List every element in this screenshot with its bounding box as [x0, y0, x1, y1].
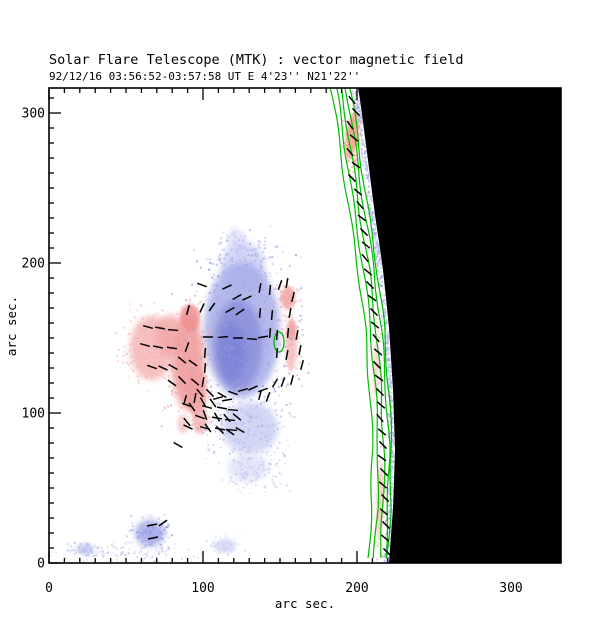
svg-text:300: 300 [22, 107, 45, 122]
svg-text:200: 200 [22, 257, 45, 272]
plot-frame-and-ticks [48, 87, 562, 564]
chart-title: Solar Flare Telescope (MTK) : vector mag… [49, 52, 464, 68]
chart-subtitle: 92/12/16 03:56:52-03:57:58 UT E 4'23'' N… [49, 70, 360, 83]
svg-text:0: 0 [45, 581, 53, 596]
polarity-flux-blobs [76, 112, 384, 555]
x-axis-label: arc sec. [275, 596, 335, 611]
vector-field-ticks [139, 95, 392, 557]
axis-tick-labels: 0 100 200 300 0 100 200 300 [22, 107, 523, 597]
svg-text:300: 300 [499, 581, 522, 596]
svg-text:100: 100 [22, 407, 45, 422]
svg-text:200: 200 [345, 581, 368, 596]
off-disk-black-region [358, 88, 561, 563]
y-axis-label: arc sec. [4, 296, 19, 356]
svg-text:100: 100 [191, 581, 214, 596]
flux-speckle-dots [49, 90, 395, 563]
svg-text:0: 0 [37, 557, 45, 572]
